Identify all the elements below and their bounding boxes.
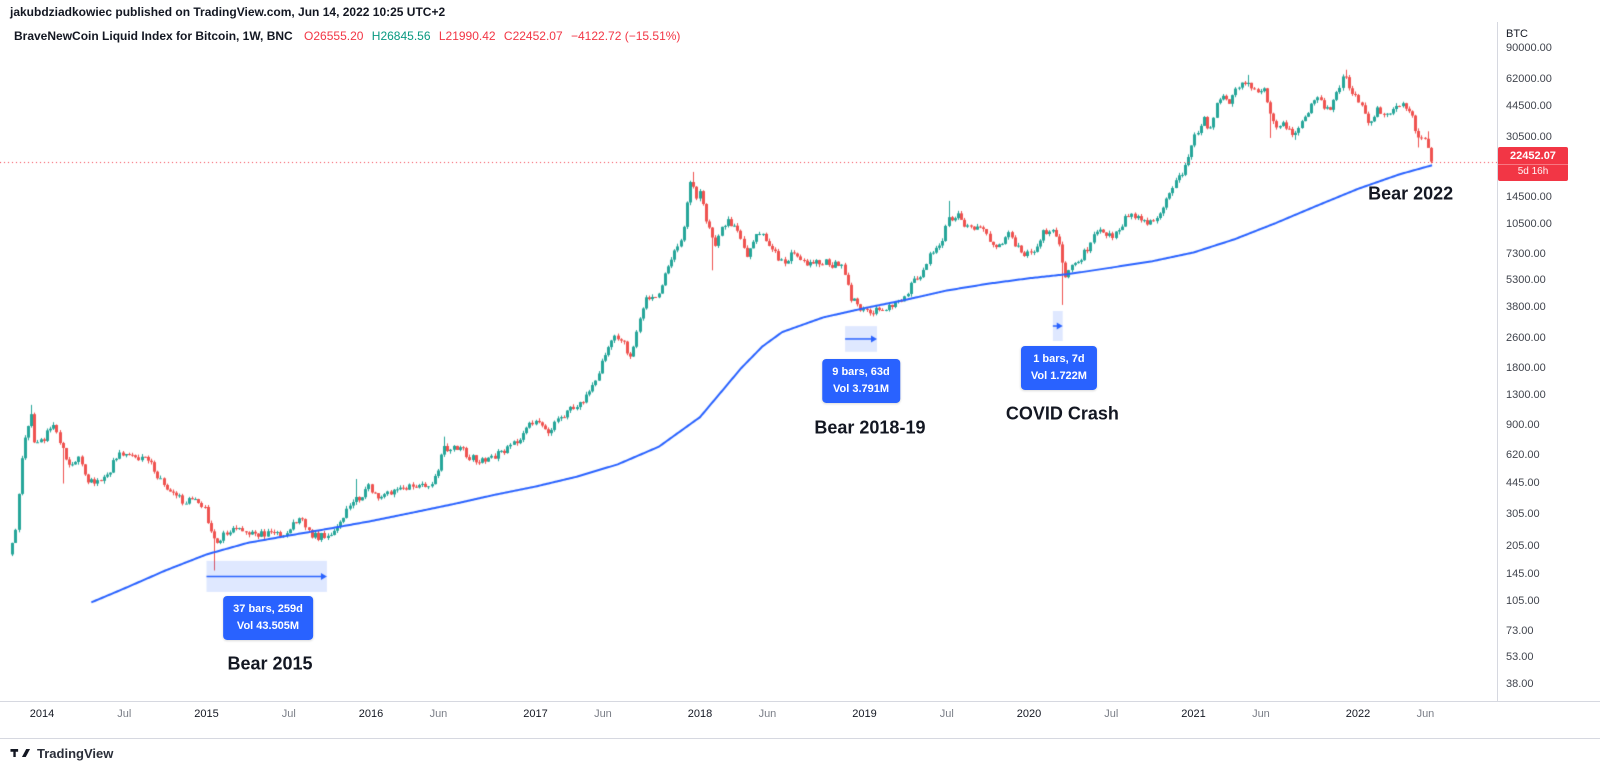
ohlc-open: O26555.20 <box>304 29 364 43</box>
price-tick: 145.00 <box>1506 568 1540 581</box>
price-axis[interactable]: BTC 22452.07 5d 16h 90000.00 62000.00 4450… <box>1497 0 1600 738</box>
time-tick: Jun <box>429 708 448 720</box>
price-tick: 1300.00 <box>1506 388 1546 401</box>
price-tick: 1800.00 <box>1506 362 1546 375</box>
time-tick: Jun <box>594 708 612 720</box>
price-tick: 14500.00 <box>1506 191 1552 204</box>
attribution-bar: jakubdziadkowiec published on TradingVie… <box>0 0 1600 22</box>
measure-label-bear-2015[interactable]: 37 bars, 259d Vol 43.505M <box>223 596 313 641</box>
time-tick: 2018 <box>687 708 713 720</box>
price-tick: 3800.00 <box>1506 301 1546 314</box>
ohlc-high: H26845.56 <box>371 29 431 43</box>
time-tick: 2021 <box>1181 708 1206 720</box>
price-tick: 620.00 <box>1506 449 1540 462</box>
price-tick: 105.00 <box>1506 594 1540 607</box>
price-chart-canvas[interactable] <box>0 0 1497 702</box>
price-tick: 44500.00 <box>1506 99 1552 112</box>
annotation-bear-2015[interactable]: Bear 2015 <box>227 653 313 674</box>
price-tick: 62000.00 <box>1506 72 1552 85</box>
ohlc-close: C22452.07 <box>503 29 563 43</box>
price-tick: 30500.00 <box>1506 130 1552 143</box>
price-tick: 900.00 <box>1506 418 1540 431</box>
ohlc-low: L21990.42 <box>438 29 496 43</box>
time-tick: Jul <box>1104 708 1119 720</box>
price-tick: 90000.00 <box>1506 42 1552 54</box>
price-tick: 305.00 <box>1506 507 1540 520</box>
price-tick: 5300.00 <box>1506 273 1546 286</box>
price-tick: 205.00 <box>1506 540 1540 553</box>
time-tick: Jul <box>117 708 132 720</box>
price-tick: 7300.00 <box>1506 247 1546 260</box>
price-tick: 445.00 <box>1506 476 1540 489</box>
time-tick: Jun <box>1252 708 1270 720</box>
price-tick: 10500.00 <box>1506 217 1552 230</box>
price-axis-unit: BTC <box>1506 28 1528 40</box>
time-tick: 2016 <box>358 708 384 720</box>
symbol-title[interactable]: BraveNewCoin Liquid Index for Bitcoin, 1… <box>14 29 293 43</box>
footer-brand[interactable]: TradingView <box>37 745 114 761</box>
measure-label-covid[interactable]: 1 bars, 7d Vol 1.722M <box>1020 345 1097 391</box>
annotation-bear-2022[interactable]: Bear 2022 <box>1368 183 1454 204</box>
time-tick: 2022 <box>1345 708 1371 720</box>
last-price-tag: 22452.07 5d 16h <box>1498 146 1568 181</box>
chart-legend: BraveNewCoin Liquid Index for Bitcoin, 1… <box>14 29 685 43</box>
time-tick: Jul <box>281 708 296 720</box>
time-tick: 2015 <box>194 708 219 720</box>
annotation-bear-2018-19[interactable]: Bear 2018-19 <box>814 417 926 438</box>
ohlc-change: −4122.72 (−15.51%) <box>570 29 681 43</box>
footer-bar: TradingView <box>0 738 1600 767</box>
price-tick: 2600.00 <box>1506 332 1546 345</box>
time-tick: Jun <box>758 708 777 720</box>
bar-countdown: 5d 16h <box>1498 163 1568 178</box>
time-tick: 2020 <box>1016 708 1042 720</box>
time-tick: Jul <box>939 708 954 720</box>
measure-label-bear-2018-19[interactable]: 9 bars, 63d Vol 3.791M <box>822 358 900 404</box>
time-tick: 2019 <box>852 708 877 720</box>
drawing-overlay: Bear 2015 Bear 2018-19 COVID Crash Bear 202… <box>223 183 1454 674</box>
time-tick: 2014 <box>29 708 55 720</box>
time-tick: Jun <box>1416 708 1435 720</box>
annotation-covid-crash[interactable]: COVID Crash <box>1005 403 1119 424</box>
price-tick: 38.00 <box>1506 677 1534 690</box>
time-tick: 2017 <box>523 708 548 720</box>
price-tick: 53.00 <box>1506 650 1534 663</box>
tradingview-logo-icon[interactable] <box>10 747 31 759</box>
time-axis[interactable]: 2014 Jul 2015 Jul 2016 Jun 2017 Jun 2018 Jun 2019 J… <box>0 701 1600 738</box>
attribution-text: jakubdziadkowiec published on TradingVie… <box>10 5 446 19</box>
price-tick: 73.00 <box>1506 624 1534 637</box>
last-price-value: 22452.07 <box>1510 149 1556 162</box>
